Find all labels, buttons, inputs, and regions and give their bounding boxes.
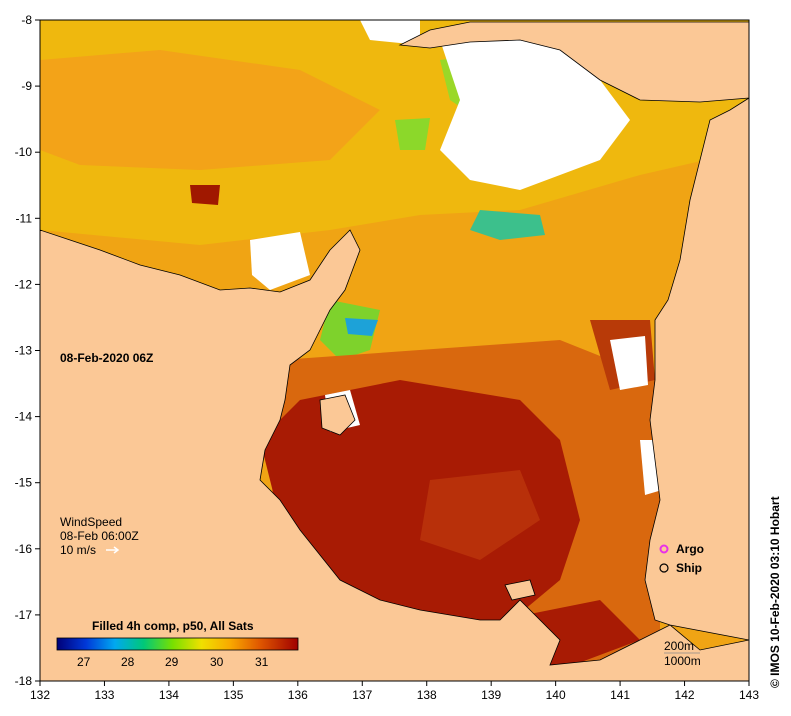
y-tick-label: -14 xyxy=(15,410,33,424)
y-tick-label: -8 xyxy=(21,13,32,27)
y-tick-label: -15 xyxy=(15,476,33,490)
x-tick-label: 139 xyxy=(481,688,501,702)
nodata-3 xyxy=(250,232,310,290)
colorbar-tick-29: 29 xyxy=(165,655,179,669)
x-tick-label: 138 xyxy=(417,688,437,702)
land-mornington-island xyxy=(504,579,536,601)
argo-marker-icon xyxy=(659,544,669,554)
colorbar-ticks: 27 28 29 30 31 xyxy=(77,655,269,669)
ship-legend: Ship xyxy=(659,561,702,575)
x-tick-label: 134 xyxy=(159,688,179,702)
wind-scale: 10 m/s xyxy=(60,543,96,557)
y-tick-label: -12 xyxy=(15,277,33,291)
colorbar-tick-30: 30 xyxy=(210,655,224,669)
sst-blue-patch xyxy=(345,318,378,336)
sst-gulf-hot xyxy=(260,380,580,640)
wind-title: WindSpeed xyxy=(60,515,122,529)
sst-hot-spot xyxy=(190,185,220,205)
sst-northwest-orange xyxy=(40,50,380,170)
nodata-1 xyxy=(360,20,420,45)
x-tick-label: 136 xyxy=(288,688,308,702)
land-northern-territory-gulf xyxy=(40,229,749,681)
y-tick-label: -10 xyxy=(15,145,33,159)
wind-arrow-icon xyxy=(106,546,120,554)
y-tick-label: -11 xyxy=(16,211,33,225)
x-tick-label: 132 xyxy=(30,688,50,702)
map-plot-area xyxy=(40,20,749,681)
colorbar-tick-31: 31 xyxy=(255,655,269,669)
sst-gulf-hot-inner xyxy=(420,470,540,560)
sst-green-patch-4 xyxy=(395,118,430,150)
x-tick-label: 141 xyxy=(610,688,630,702)
y-tick-label: -17 xyxy=(15,608,33,622)
land-png xyxy=(398,21,749,103)
colorbar xyxy=(56,637,299,651)
contour-1000-label: 1000m xyxy=(664,654,701,668)
land-cape-york xyxy=(644,97,749,641)
x-tick-label: 143 xyxy=(739,688,759,702)
argo-label: Argo xyxy=(676,542,704,556)
y-tick-label: -9 xyxy=(21,79,32,93)
nodata-2 xyxy=(440,30,630,190)
date-label: 08-Feb-2020 06Z xyxy=(60,351,153,365)
nodata-4 xyxy=(610,336,648,390)
x-tick-label: 133 xyxy=(94,688,114,702)
wind-time: 08-Feb 06:00Z xyxy=(60,529,139,543)
y-tick-label: -16 xyxy=(15,542,33,556)
x-tick-label: 142 xyxy=(675,688,695,702)
sst-green-patch-2 xyxy=(470,210,545,240)
colorbar-title: Filled 4h comp, p50, All Sats xyxy=(92,619,254,633)
y-tick-label: -13 xyxy=(15,344,33,358)
imos-credit: © IMOS 10-Feb-2020 03:10 Hobart xyxy=(768,496,782,688)
land-groote-eylandt xyxy=(319,394,356,436)
x-axis: 132 133 134 135 136 137 138 139 140 141 142 143 xyxy=(30,681,759,702)
contour-200-label: 200m xyxy=(664,639,694,653)
ship-label: Ship xyxy=(676,561,702,575)
ship-marker-icon xyxy=(659,563,669,573)
y-axis: -8 -9 -10 -11 -12 -13 -14 -15 -16 -17 -18 xyxy=(15,13,40,688)
x-tick-label: 140 xyxy=(546,688,566,702)
argo-legend: Argo xyxy=(659,542,704,556)
colorbar-tick-27: 27 xyxy=(77,655,91,669)
y-tick-label: -18 xyxy=(15,674,33,688)
x-tick-label: 135 xyxy=(223,688,243,702)
colorbar-tick-28: 28 xyxy=(121,655,135,669)
x-tick-label: 137 xyxy=(352,688,372,702)
